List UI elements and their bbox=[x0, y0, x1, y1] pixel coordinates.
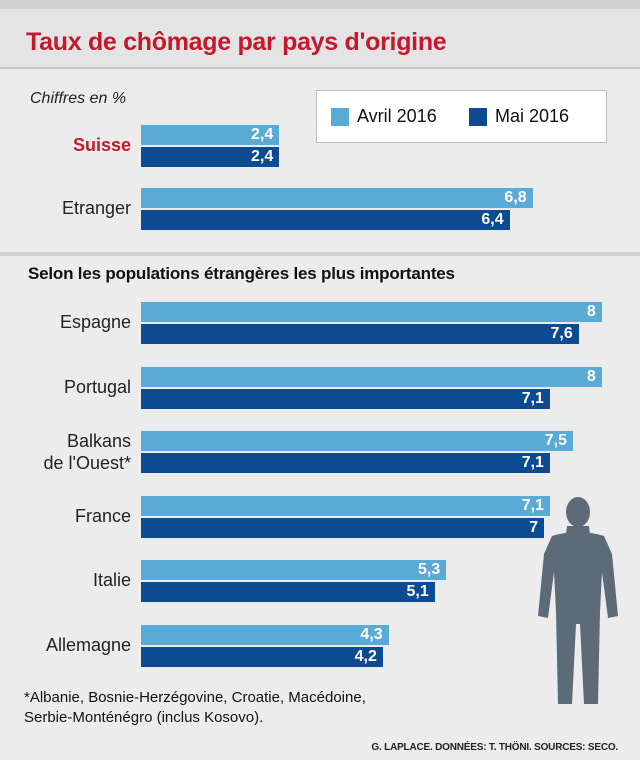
bar-april bbox=[141, 560, 447, 580]
bar-april bbox=[141, 431, 573, 451]
bar-may bbox=[141, 453, 550, 473]
value-label-april: 8 bbox=[586, 303, 596, 320]
category-label: Allemagne bbox=[45, 634, 131, 655]
bar-april bbox=[141, 624, 389, 645]
value-label-may: 5,1 bbox=[406, 583, 429, 600]
legend-swatch-april bbox=[331, 107, 349, 126]
bar-april bbox=[141, 125, 280, 145]
category-label: France bbox=[74, 505, 131, 526]
bar-may bbox=[141, 147, 280, 167]
category-label: Balkans de l'Ouest* bbox=[43, 431, 132, 473]
value-label-april: 7,5 bbox=[544, 432, 567, 449]
section-title: Selon les populations étrangères les plu… bbox=[28, 264, 455, 283]
value-label-may: 7 bbox=[529, 518, 539, 536]
legend-item-may: Mai 2016 bbox=[469, 106, 569, 127]
chart-title: Taux de chômage par pays d'origine bbox=[26, 28, 447, 56]
value-label-april: 7,1 bbox=[521, 496, 544, 514]
bar-april bbox=[141, 188, 533, 208]
legend-label-april: Avril 2016 bbox=[357, 106, 437, 126]
credit-line: G. LAPLACE. DONNÉES: T. THÖNI. SOURCES: … bbox=[371, 742, 618, 753]
title-band: Taux de chômage par pays d'origine bbox=[0, 9, 640, 69]
value-label-may: 7,1 bbox=[521, 454, 544, 471]
bar-may bbox=[141, 388, 550, 409]
bar-april bbox=[141, 302, 602, 322]
category-label: Etranger bbox=[61, 198, 131, 218]
top-strip bbox=[0, 0, 640, 9]
footnote: *Albanie, Bosnie-Herzégovine, Croatie, M… bbox=[24, 689, 366, 726]
chart-subtitle: Chiffres en % bbox=[30, 90, 127, 107]
category-label: Italie bbox=[92, 570, 131, 590]
category-label: Portugal bbox=[63, 376, 131, 397]
bar-may bbox=[141, 324, 579, 344]
category-label: Suisse bbox=[72, 135, 131, 155]
value-label-april: 2,4 bbox=[250, 126, 274, 143]
legend-label-may: Mai 2016 bbox=[495, 106, 570, 126]
legend-item-april: Avril 2016 bbox=[331, 106, 437, 127]
value-label-april: 6,8 bbox=[504, 189, 527, 206]
value-label-april: 4,3 bbox=[360, 625, 383, 643]
value-label-may: 4,2 bbox=[354, 647, 377, 665]
value-label-may: 6,4 bbox=[481, 211, 504, 228]
legend-swatch-may bbox=[469, 107, 487, 126]
value-label-may: 7,6 bbox=[550, 325, 573, 342]
bar-may bbox=[141, 646, 383, 667]
section-divider bbox=[0, 252, 640, 256]
category-label: Espagne bbox=[59, 312, 131, 332]
value-label-may: 7,1 bbox=[521, 389, 544, 407]
legend: Avril 2016 Mai 2016 bbox=[316, 90, 607, 143]
bar-april bbox=[141, 366, 602, 387]
person-silhouette-icon bbox=[538, 497, 618, 704]
bar-may bbox=[141, 517, 545, 538]
bar-april bbox=[141, 495, 550, 516]
value-label-april: 8 bbox=[586, 367, 596, 385]
bar-may bbox=[141, 210, 510, 230]
value-label-april: 5,3 bbox=[418, 561, 441, 578]
bar-may bbox=[141, 582, 435, 602]
value-label-may: 2,4 bbox=[250, 148, 274, 165]
